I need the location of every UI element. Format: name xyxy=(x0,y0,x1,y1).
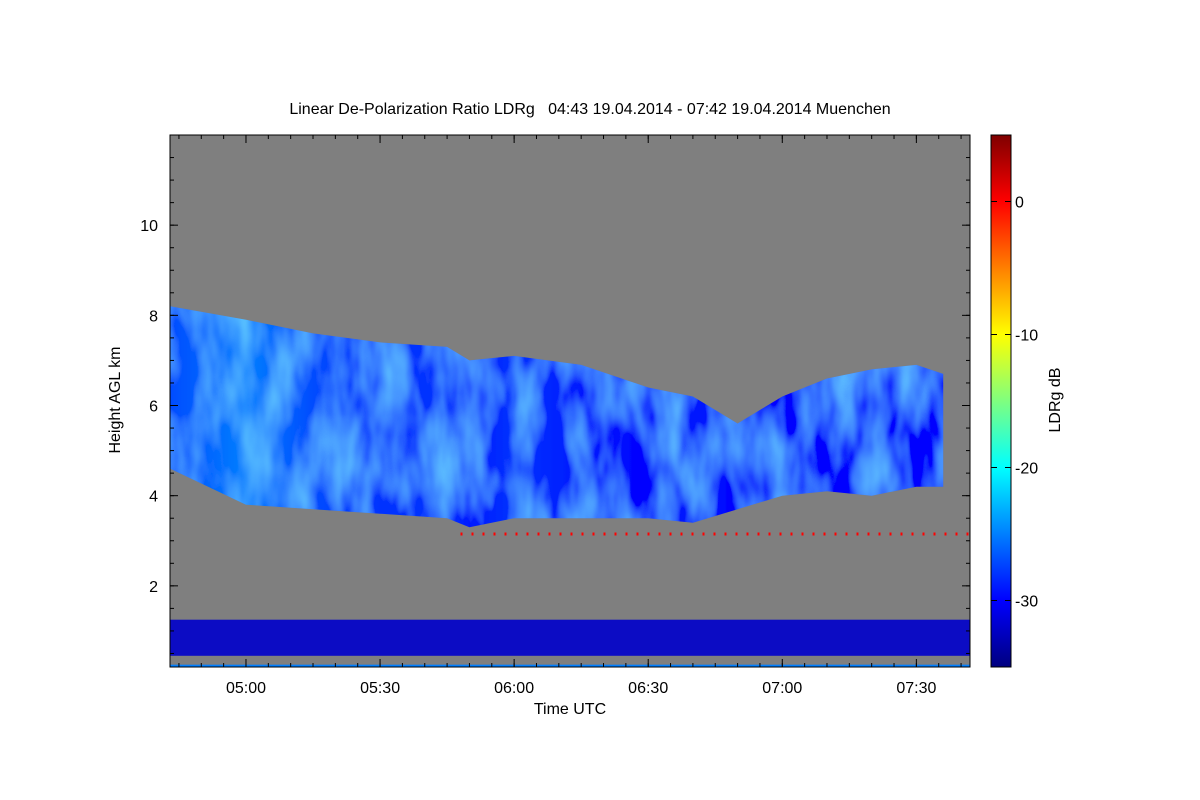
x-tick-label: 05:00 xyxy=(226,680,266,697)
boundary-layer xyxy=(170,619,970,656)
chart-title: Linear De-Polarization Ratio LDRg 04:43 … xyxy=(289,101,890,118)
y-tick-label: 8 xyxy=(149,308,158,325)
x-tick-label: 06:00 xyxy=(494,680,534,697)
cloud-layer-group xyxy=(170,306,944,528)
colorbar-tick-label: -30 xyxy=(1015,594,1038,611)
x-axis-label: Time UTC xyxy=(534,701,606,718)
colorbar-label: LDRg dB xyxy=(1047,368,1064,433)
x-tick-label: 07:30 xyxy=(896,680,936,697)
y-tick-label: 6 xyxy=(149,399,158,416)
y-axis-label: Height AGL km xyxy=(107,346,124,453)
colorbar-tick-label: -20 xyxy=(1015,461,1038,478)
y-axis: 2 4 6 8 10 xyxy=(140,134,970,654)
colorbar-tick-label: -10 xyxy=(1015,328,1038,345)
colorbar-tick-label: 0 xyxy=(1015,195,1024,212)
plot-frame xyxy=(169,134,971,668)
ground-layer xyxy=(170,664,970,667)
y-tick-label: 10 xyxy=(140,218,158,235)
plot-area xyxy=(170,135,970,667)
boundary-layer-group xyxy=(170,619,970,667)
y-tick-label: 2 xyxy=(149,579,158,596)
x-tick-label: 07:00 xyxy=(762,680,802,697)
colorbar-ticks: 0 -10 -20 -30 xyxy=(991,195,1038,611)
y-tick-label: 4 xyxy=(149,489,158,506)
colorbar-gradient xyxy=(990,134,1012,668)
x-tick-label: 05:30 xyxy=(360,680,400,697)
x-axis: 05:00 05:30 06:00 06:30 07:00 07:30 xyxy=(178,135,962,697)
cloud-layer xyxy=(170,306,944,528)
x-tick-label: 06:30 xyxy=(628,680,668,697)
colorbar: 0 -10 -20 -30 LDRg dB xyxy=(990,134,1064,668)
